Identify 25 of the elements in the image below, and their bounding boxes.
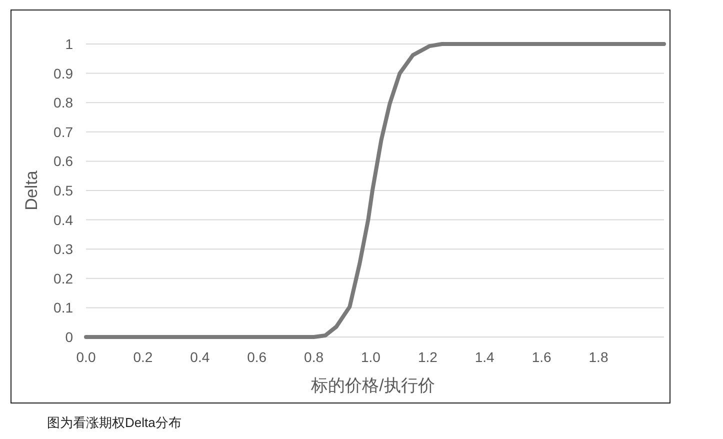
x-tick-label: 0.8 xyxy=(304,349,324,365)
y-tick-label: 0.9 xyxy=(54,65,74,82)
y-tick-label: 0.4 xyxy=(54,212,74,228)
x-tick-label: 0.0 xyxy=(76,349,96,365)
y-tick-label: 0.2 xyxy=(54,270,74,286)
y-tick-label: 0.6 xyxy=(54,153,74,170)
y-tick-label: 0 xyxy=(65,329,74,345)
x-tick-label: 0.6 xyxy=(247,349,267,365)
x-tick-label: 0.2 xyxy=(133,349,153,365)
x-axis-title: 标的价格/执行价 xyxy=(310,376,435,395)
y-tick-label: 0.7 xyxy=(54,124,74,140)
x-tick-label: 1.2 xyxy=(418,349,438,365)
x-tick-label: 1.6 xyxy=(532,349,552,365)
y-tick-label: 0.1 xyxy=(54,300,74,316)
y-tick-label: 1 xyxy=(65,36,74,52)
y-tick-label: 0.3 xyxy=(54,241,74,258)
y-axis-title: Delta xyxy=(22,170,41,210)
x-tick-label: 1.0 xyxy=(360,349,381,365)
line-series xyxy=(84,42,666,339)
y-tick-label: 0.5 xyxy=(54,182,74,198)
text: 图为看涨期权Delta分布 xyxy=(47,415,182,430)
y-tick-label: 0.8 xyxy=(54,94,74,111)
x-tick-label: 1.4 xyxy=(474,349,495,365)
x-tick-label: 1.8 xyxy=(588,349,608,365)
x-tick-label: 0.4 xyxy=(190,349,210,365)
